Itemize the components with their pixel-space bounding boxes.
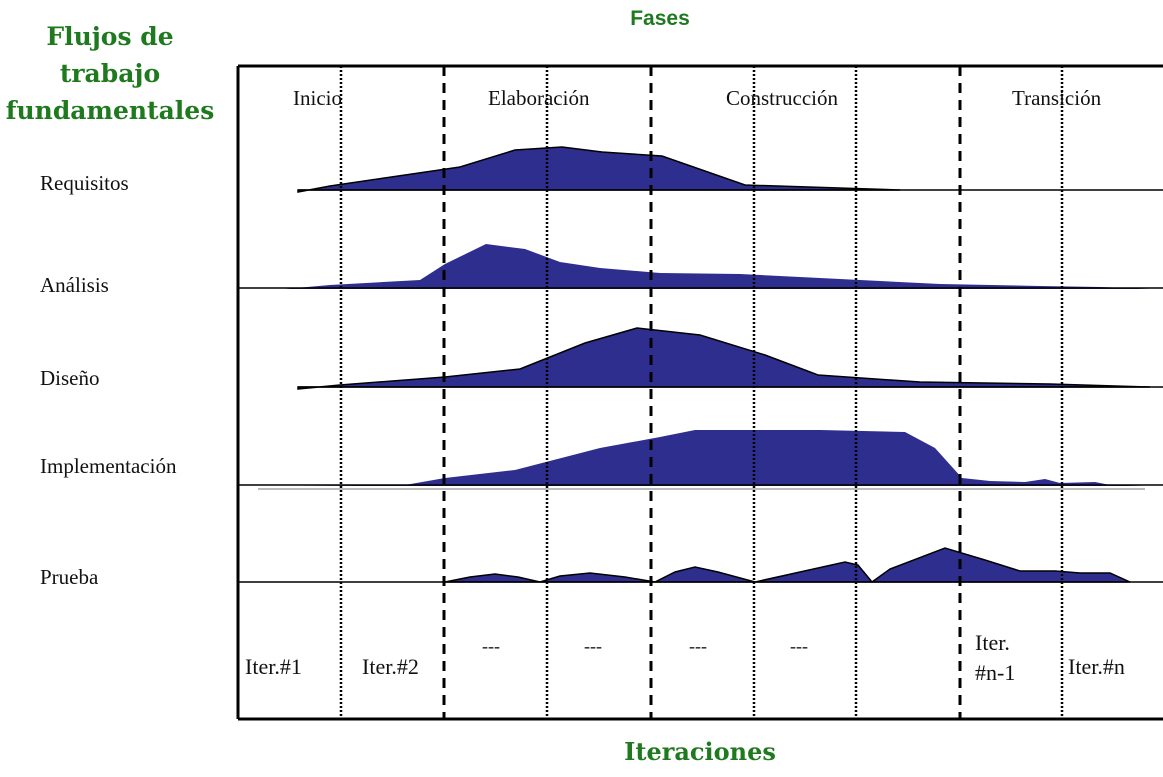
requisitos-effort-area xyxy=(297,146,901,193)
iteration-label-n-minus-1-line-1: Iter. xyxy=(975,630,1010,655)
diseno-effort-area xyxy=(297,327,1151,390)
workflow-label-analisis: Análisis xyxy=(40,273,109,297)
phase-label-transicion: Transición xyxy=(1012,86,1102,110)
workflows-title-line-2: trabajo xyxy=(59,59,161,88)
implementacion-effort-area xyxy=(300,430,1145,486)
workflow-label-implementacion: Implementación xyxy=(40,454,177,478)
workflow-label-diseno: Diseño xyxy=(40,366,100,390)
phases-title: Fases xyxy=(630,7,690,30)
workflows-title-line-1: Flujos de xyxy=(46,22,174,51)
iterations-title: Iteraciones xyxy=(624,737,776,766)
phase-label-construccion: Construcción xyxy=(726,86,838,110)
iteration-label-n: Iter.#n xyxy=(1068,654,1125,679)
iteration-placeholder-3: --- xyxy=(689,636,707,656)
iteration-label-1: Iter.#1 xyxy=(245,654,302,679)
workflows-title-line-3: fundamentales xyxy=(5,96,215,125)
prueba-effort-area xyxy=(444,547,1131,584)
iteration-label-n-minus-1: Iter. #n-1 xyxy=(975,628,1015,688)
phase-label-elaboracion: Elaboración xyxy=(488,86,590,110)
workflow-label-requisitos: Requisitos xyxy=(40,171,129,195)
workflow-label-prueba: Prueba xyxy=(40,565,99,589)
workflows-title: Flujos de trabajo fundamentales xyxy=(2,18,218,129)
phase-label-inicio: Inicio xyxy=(293,86,342,110)
iteration-placeholder-4: --- xyxy=(790,636,808,656)
analisis-effort-area xyxy=(285,244,1150,289)
iteration-placeholder-2: --- xyxy=(584,636,602,656)
iteration-label-2: Iter.#2 xyxy=(362,654,419,679)
iteration-placeholder-1: --- xyxy=(482,636,500,656)
iteration-label-n-minus-1-line-2: #n-1 xyxy=(975,660,1016,685)
